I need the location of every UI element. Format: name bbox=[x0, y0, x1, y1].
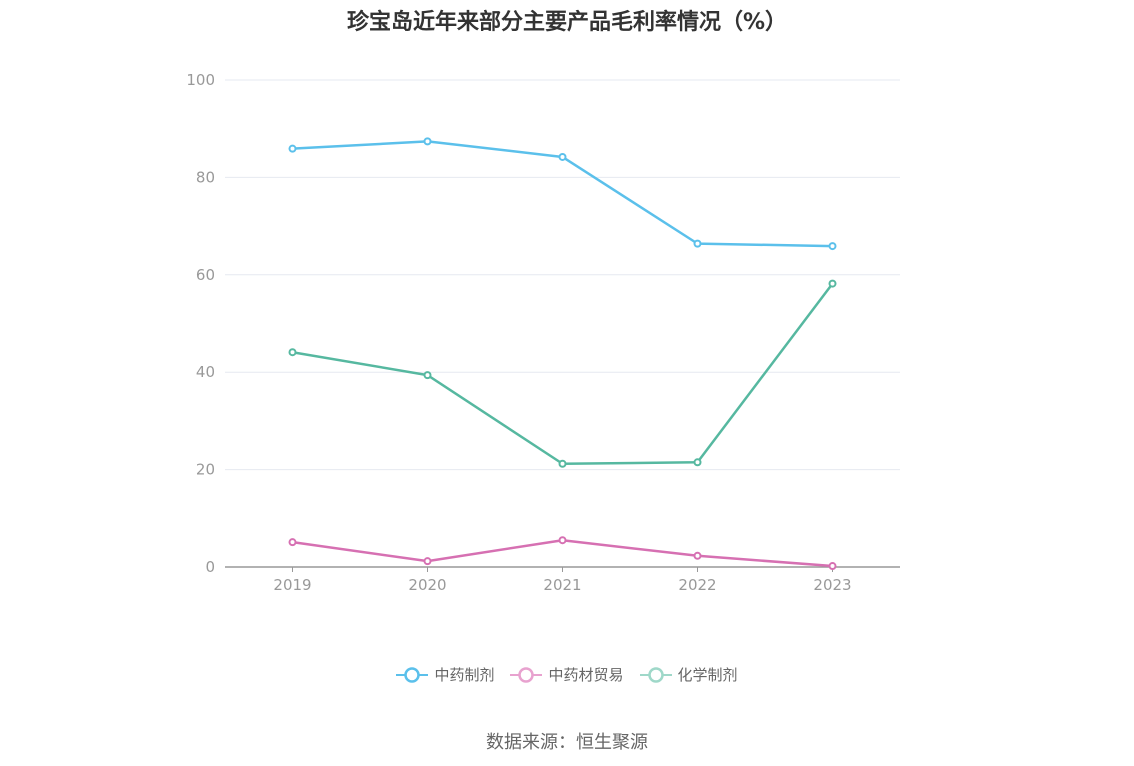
data-point bbox=[288, 348, 297, 357]
legend-marker-icon bbox=[510, 666, 543, 683]
data-point bbox=[693, 239, 702, 248]
data-point bbox=[693, 458, 702, 467]
legend-label: 中药材贸易 bbox=[548, 666, 624, 684]
legend-circle bbox=[647, 666, 664, 683]
data-point bbox=[423, 371, 432, 380]
data-point bbox=[288, 144, 297, 153]
data-point bbox=[693, 551, 702, 560]
grid-layer bbox=[225, 79, 900, 471]
x-tick-label: 2019 bbox=[273, 576, 311, 594]
x-tick-label: 2021 bbox=[543, 576, 581, 594]
source-note: 数据来源：恒生聚源 bbox=[486, 732, 648, 753]
x-tick-label: 2023 bbox=[813, 576, 851, 594]
y-tick-label: 80 bbox=[196, 168, 215, 186]
legend-item-zhongyaocai-maoyi[interactable]: 中药材贸易 bbox=[510, 664, 624, 685]
chart-title: 珍宝岛近年来部分主要产品毛利率情况（%） bbox=[346, 10, 788, 35]
data-point bbox=[558, 459, 567, 468]
data-point bbox=[423, 137, 432, 146]
x-tick-label: 2022 bbox=[678, 576, 716, 594]
y-tick-label: 100 bbox=[186, 71, 215, 89]
legend-item-huaxue-zhiji[interactable]: 化学制剂 bbox=[639, 664, 738, 685]
series-line-2 bbox=[292, 282, 834, 466]
legend-marker-icon bbox=[639, 666, 672, 683]
data-point bbox=[828, 242, 837, 251]
data-point bbox=[558, 536, 567, 545]
data-point bbox=[288, 538, 297, 547]
legend-label: 化学制剂 bbox=[677, 666, 738, 684]
legend: 中药制剂 中药材贸易 化学制剂 bbox=[0, 664, 1134, 685]
data-point bbox=[828, 562, 837, 571]
y-tick-label: 20 bbox=[196, 461, 215, 479]
data-point bbox=[558, 152, 567, 161]
y-tick-label: 40 bbox=[196, 363, 215, 381]
legend-marker-icon bbox=[396, 666, 429, 683]
data-point bbox=[828, 279, 837, 288]
axis-layer: 0 20 40 60 80 100 2019 2020 2021 2022 2023 bbox=[186, 71, 900, 594]
y-tick-label: 0 bbox=[205, 558, 215, 576]
legend-label: 中药制剂 bbox=[434, 666, 495, 684]
series-layer bbox=[288, 137, 837, 571]
legend-circle bbox=[404, 666, 421, 683]
legend-item-zhongyao-zhiji[interactable]: 中药制剂 bbox=[396, 664, 494, 685]
x-tick-label: 2020 bbox=[408, 576, 446, 594]
legend-circle bbox=[518, 666, 535, 683]
data-point bbox=[423, 557, 432, 566]
y-tick-label: 60 bbox=[196, 266, 215, 284]
